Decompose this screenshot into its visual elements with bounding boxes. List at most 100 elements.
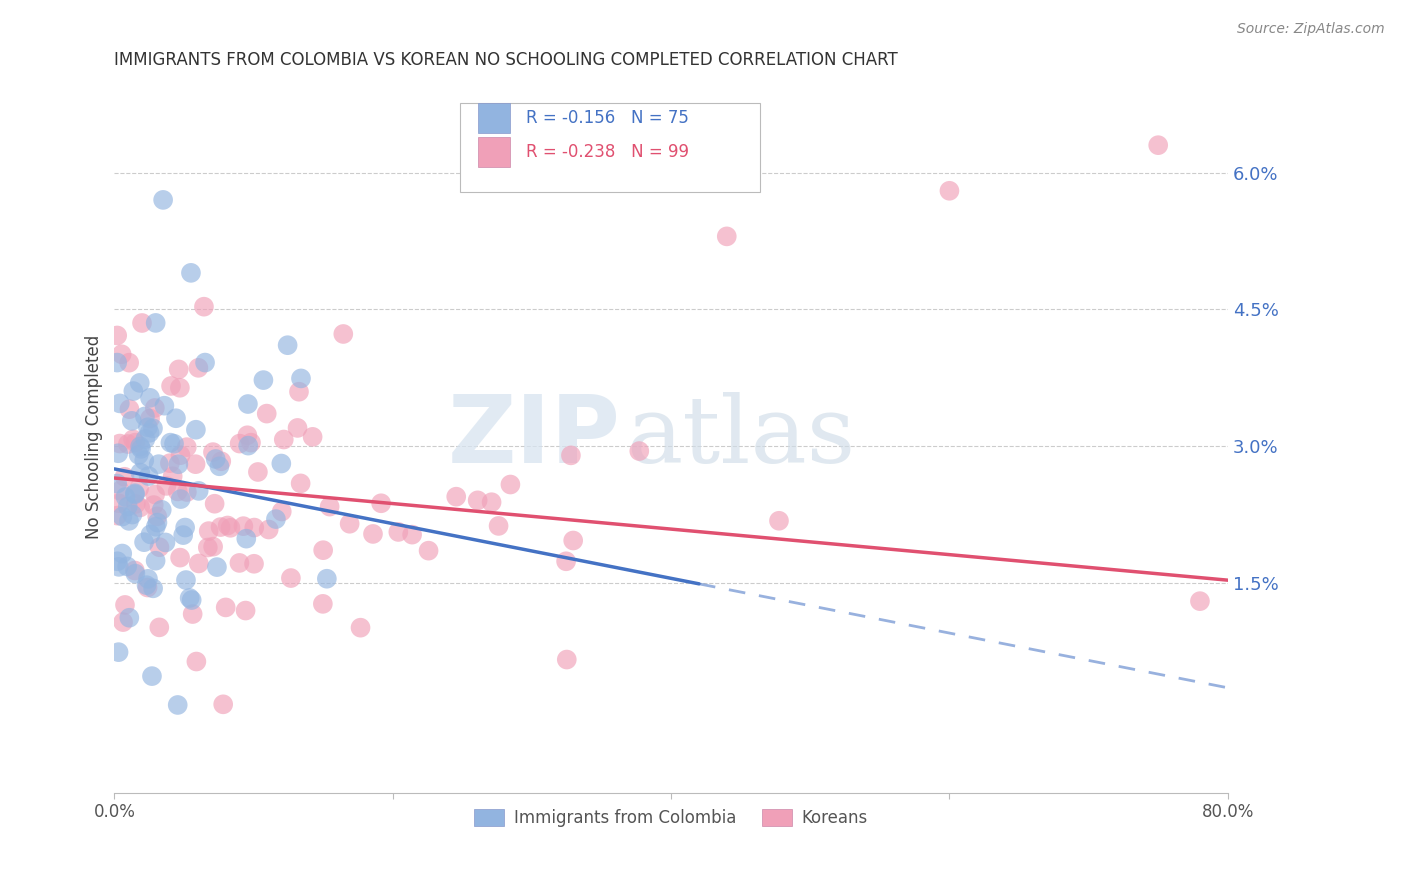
Point — [142, 421, 165, 435]
Point — [148, 540, 170, 554]
Point — [444, 490, 467, 504]
Point — [208, 459, 231, 474]
Point — [290, 371, 312, 385]
Bar — [478, 136, 509, 167]
Point — [560, 448, 582, 462]
Point — [176, 440, 198, 454]
Point — [143, 401, 166, 415]
Point — [129, 440, 152, 454]
Point — [204, 452, 226, 467]
Point — [169, 381, 191, 395]
Point — [128, 376, 150, 390]
Point — [134, 432, 156, 446]
Point — [318, 500, 340, 514]
Point — [160, 379, 183, 393]
Point — [124, 435, 146, 450]
Point — [339, 516, 361, 531]
Point — [312, 543, 335, 558]
Point — [488, 519, 510, 533]
Point — [167, 362, 190, 376]
Point — [1188, 594, 1211, 608]
Point — [238, 439, 260, 453]
Point — [166, 484, 188, 499]
Point — [938, 184, 960, 198]
Point — [315, 572, 337, 586]
Point — [136, 581, 159, 595]
Point — [162, 469, 184, 483]
Point — [217, 518, 239, 533]
Point — [277, 338, 299, 352]
Point — [134, 453, 156, 467]
Point — [201, 445, 224, 459]
Point — [108, 436, 131, 450]
Point — [145, 554, 167, 568]
Bar — [478, 103, 509, 133]
Point — [143, 487, 166, 501]
Point — [115, 559, 138, 574]
Point — [252, 373, 274, 387]
Point — [205, 560, 228, 574]
Point — [179, 591, 201, 605]
Point — [167, 457, 190, 471]
Point — [287, 421, 309, 435]
Point — [202, 540, 225, 554]
Point — [122, 433, 145, 447]
Point — [219, 521, 242, 535]
Point — [280, 571, 302, 585]
Point — [134, 409, 156, 424]
Point — [270, 457, 292, 471]
Point — [187, 483, 209, 498]
Point — [139, 527, 162, 541]
Point — [105, 508, 128, 523]
Point — [243, 520, 266, 534]
Point — [212, 698, 235, 712]
Point — [257, 523, 280, 537]
Point — [401, 527, 423, 541]
Point — [499, 477, 522, 491]
Point — [121, 414, 143, 428]
Text: IMMIGRANTS FROM COLOMBIA VS KOREAN NO SCHOOLING COMPLETED CORRELATION CHART: IMMIGRANTS FROM COLOMBIA VS KOREAN NO SC… — [114, 51, 898, 69]
Point — [628, 444, 651, 458]
Point — [142, 582, 165, 596]
Point — [228, 436, 250, 450]
Point — [256, 407, 278, 421]
Point — [118, 402, 141, 417]
Point — [124, 487, 146, 501]
Point — [169, 550, 191, 565]
Point — [204, 497, 226, 511]
Point — [148, 457, 170, 471]
Point — [105, 355, 128, 369]
Point — [481, 495, 503, 509]
Point — [150, 503, 173, 517]
Point — [124, 566, 146, 581]
Point — [117, 437, 139, 451]
Point — [186, 655, 208, 669]
Point — [174, 520, 197, 534]
Point — [187, 557, 209, 571]
Point — [105, 328, 128, 343]
Point — [108, 483, 131, 498]
Point — [169, 448, 191, 462]
Point — [125, 497, 148, 511]
Point — [129, 466, 152, 480]
Text: atlas: atlas — [627, 392, 856, 482]
Point — [312, 597, 335, 611]
Point — [170, 492, 193, 507]
Point — [111, 347, 134, 361]
Point — [240, 435, 263, 450]
Point — [118, 611, 141, 625]
Point — [159, 435, 181, 450]
Point — [768, 514, 790, 528]
Point — [228, 556, 250, 570]
Text: R = -0.156   N = 75: R = -0.156 N = 75 — [526, 110, 689, 128]
Legend: Immigrants from Colombia, Koreans: Immigrants from Colombia, Koreans — [468, 803, 875, 834]
Point — [236, 428, 259, 442]
Text: Source: ZipAtlas.com: Source: ZipAtlas.com — [1237, 22, 1385, 37]
Point — [146, 509, 169, 524]
Point — [235, 603, 257, 617]
Point — [562, 533, 585, 548]
Point — [243, 557, 266, 571]
Point — [1147, 138, 1170, 153]
Point — [152, 193, 174, 207]
Point — [180, 266, 202, 280]
